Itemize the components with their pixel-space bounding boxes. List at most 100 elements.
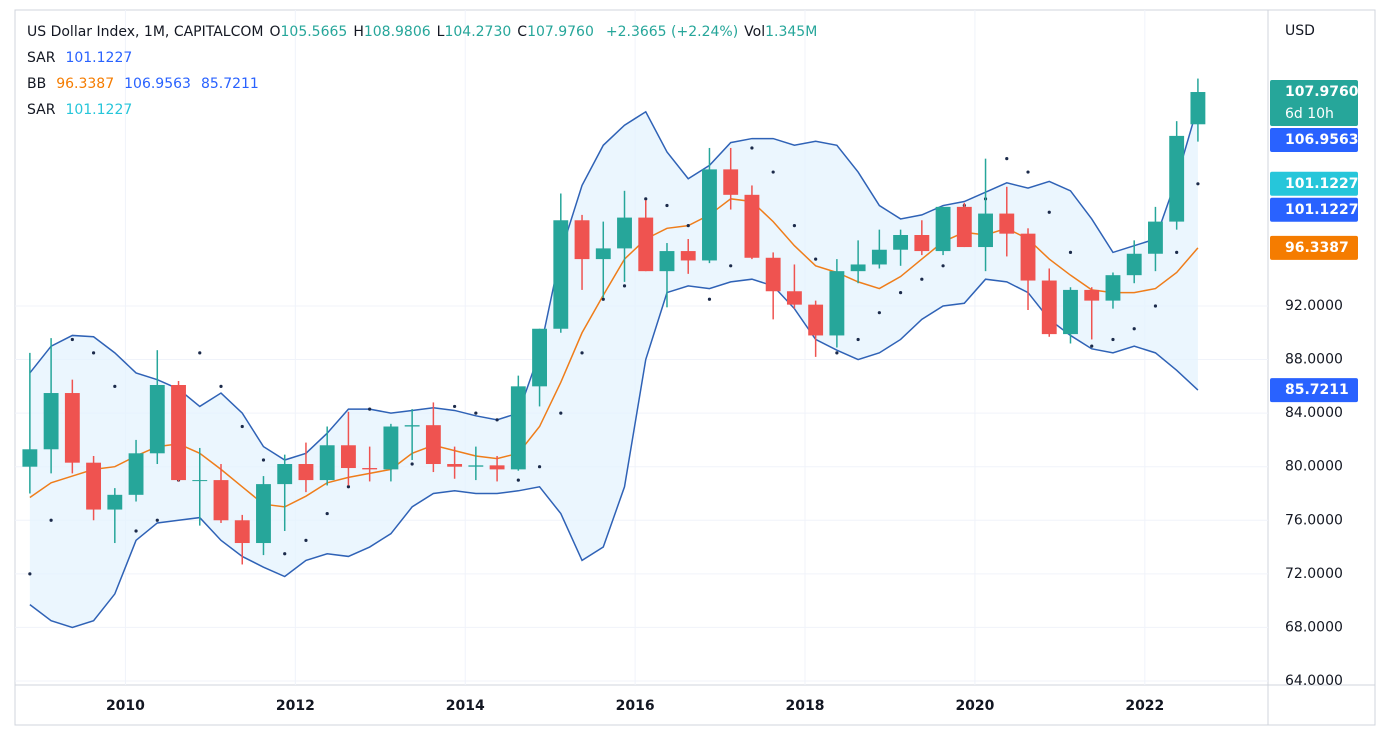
price-tag-label: 96.3387	[1285, 240, 1349, 256]
x-tick-label: 2016	[616, 698, 655, 714]
candle-body	[1063, 289, 1078, 335]
candle-body	[553, 220, 569, 329]
frame	[14, 9, 1376, 726]
sar-dot	[1111, 337, 1115, 342]
sar-dot	[49, 518, 53, 522]
price-tag	[1270, 128, 1358, 153]
sar-dot	[686, 224, 690, 228]
field-key: O	[269, 24, 281, 40]
price-tag	[1270, 235, 1358, 260]
price-tag-label: 101.1227	[1285, 202, 1359, 218]
candle-body	[1020, 233, 1036, 281]
candle-body	[914, 235, 930, 252]
y-tick-label: 76.0000	[1285, 512, 1343, 528]
sar-dot	[198, 351, 202, 355]
candle-body	[234, 520, 250, 544]
sar-dot	[410, 462, 414, 466]
candle-body	[383, 426, 399, 470]
candle-body	[1041, 280, 1057, 335]
sar-dot	[920, 277, 924, 281]
field-value: 107.9760	[527, 24, 594, 40]
sar-dot	[368, 407, 372, 411]
indicator-name: BB	[27, 76, 47, 92]
candle-body	[362, 468, 378, 470]
legend-main: US Dollar Index, 1M, CAPITALCOM O105.5665…	[27, 24, 823, 40]
symbol: US Dollar Index, 1M, CAPITALCOM	[27, 24, 264, 40]
candle-body	[171, 385, 186, 481]
sar-dot	[707, 297, 712, 301]
candle-body	[128, 453, 144, 495]
field-value: 108.9806	[363, 24, 431, 40]
sar-dot	[28, 572, 32, 576]
candle-body	[404, 425, 420, 427]
sar-dot	[877, 311, 881, 315]
sar-dot	[1068, 250, 1073, 255]
x-tick-label: 2020	[955, 698, 994, 714]
candle-body	[489, 465, 505, 470]
sar-dot	[474, 411, 478, 415]
sar-dot	[665, 203, 669, 208]
indicator-value: 85.7211	[200, 76, 259, 92]
sar-dot	[346, 485, 351, 489]
sar-dot	[1090, 344, 1094, 348]
field-value: 105.5665	[280, 24, 348, 40]
price-tag-label: 107.9760	[1285, 84, 1359, 100]
field-key: H	[353, 24, 364, 40]
candle-body	[213, 480, 229, 521]
sar-dot	[304, 538, 308, 542]
indicator-name: SAR	[27, 50, 56, 66]
currency: USD	[1285, 23, 1315, 39]
sar-dot	[1005, 157, 1009, 161]
candle-body	[22, 449, 38, 467]
sar-dot	[644, 197, 648, 201]
candle-body	[744, 194, 760, 258]
candle-body	[808, 304, 824, 336]
x-tick-label: 2012	[276, 698, 315, 714]
candle-body	[680, 251, 696, 261]
candle-body	[1126, 253, 1142, 276]
vol: 1.345M	[765, 24, 818, 40]
candle-body	[1084, 289, 1100, 301]
candle-body	[86, 462, 102, 510]
y-tick-label: 72.0000	[1285, 566, 1343, 582]
candle-body	[1148, 221, 1163, 254]
sar-dot	[1047, 210, 1051, 214]
band-fill	[29, 105, 1198, 628]
candle-body	[595, 248, 611, 260]
indicator-value: 106.9563	[124, 76, 191, 92]
sar-dot	[750, 146, 754, 150]
sar-dot	[856, 337, 860, 342]
sar-dot	[1196, 182, 1200, 186]
sar-dot	[91, 351, 96, 355]
candle-body	[617, 217, 632, 249]
y-tick-label: 64.0000	[1285, 673, 1343, 689]
x-tick-label: 2018	[786, 698, 825, 714]
sar-dot	[283, 552, 287, 556]
price-tag	[1270, 171, 1358, 196]
candle-body	[829, 271, 845, 336]
candle-body	[978, 213, 993, 248]
price-tag-label: 106.9563	[1285, 132, 1359, 148]
candle-body	[702, 169, 717, 261]
sar-dot	[134, 529, 138, 533]
sar-dot	[516, 478, 520, 482]
field: O105.5665	[269, 24, 347, 40]
candle-body	[871, 249, 887, 265]
indicator: BB 96.3387 106.9563 85.7211	[27, 76, 269, 92]
candle-body	[43, 393, 59, 450]
candle-body	[638, 217, 654, 272]
field-key: L	[436, 24, 445, 40]
field-key: C	[517, 24, 528, 40]
x-tick-label: 2022	[1125, 698, 1164, 714]
sar-dot	[495, 418, 499, 422]
sar-dot	[1153, 304, 1158, 308]
field-value: 104.2730	[444, 24, 512, 40]
candle-body	[277, 464, 293, 485]
y-tick-label: 84.0000	[1285, 405, 1343, 421]
vol-key: Vol	[744, 24, 766, 40]
sar-dot	[325, 511, 329, 516]
sar-dot	[729, 264, 733, 268]
indicator: SAR 101.1227	[27, 102, 142, 118]
